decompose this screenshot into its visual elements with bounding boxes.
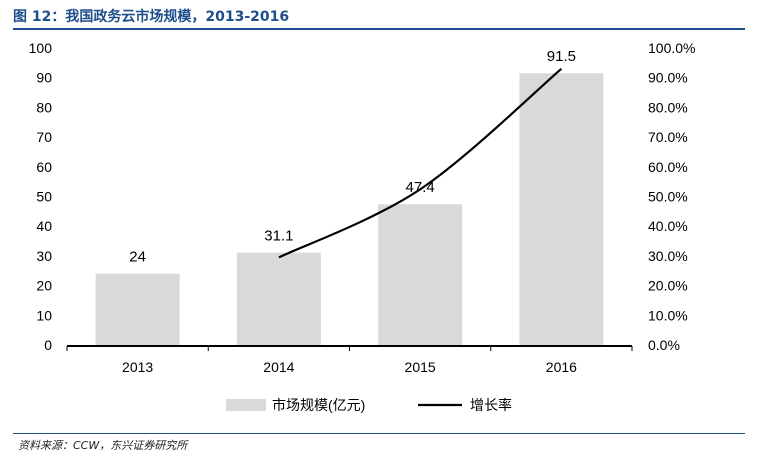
legend-label-bar: 市场规模(亿元) xyxy=(272,397,365,413)
bar-2013 xyxy=(95,273,180,345)
bar-series xyxy=(95,73,604,346)
bar-label-2016: 91.5 xyxy=(547,48,576,65)
x-axis: 2013 2014 2015 2016 xyxy=(66,346,633,375)
y-left-tick: 90 xyxy=(36,70,52,86)
y-right-tick: 50.0% xyxy=(648,189,688,205)
y-right-tick: 30.0% xyxy=(648,248,688,264)
source-note: 资料来源：CCW，东兴证券研究所 xyxy=(18,439,188,452)
x-tick-label: 2014 xyxy=(263,359,294,375)
y-left-tick: 80 xyxy=(36,99,52,115)
y-right-tick: 100.0% xyxy=(648,40,695,56)
y-right-tick: 20.0% xyxy=(648,278,688,294)
y-left-tick: 60 xyxy=(36,159,52,175)
figure-title: 图 12：我国政务云市场规模，2013-2016 xyxy=(13,9,290,25)
y-left-tick: 40 xyxy=(36,218,52,234)
growth-rate-line xyxy=(278,67,563,259)
x-tick-label: 2015 xyxy=(405,359,436,375)
legend-swatch-bar xyxy=(226,399,266,411)
y-right-axis: 0.0% 10.0% 20.0% 30.0% 40.0% 50.0% 60.0% 70.0% 8… xyxy=(648,40,695,353)
y-right-tick: 40.0% xyxy=(648,218,688,234)
bar-label-2013: 24 xyxy=(129,249,146,266)
bar-2014 xyxy=(236,252,321,345)
y-right-tick: 60.0% xyxy=(648,159,688,175)
legend-label-line: 增长率 xyxy=(470,397,512,413)
y-right-tick: 10.0% xyxy=(648,307,688,323)
x-tick-label: 2013 xyxy=(122,359,153,375)
y-right-tick: 70.0% xyxy=(648,129,688,145)
y-left-tick: 50 xyxy=(36,189,52,205)
source-rule xyxy=(13,433,745,434)
bar-label-2014: 31.1 xyxy=(264,228,293,245)
y-left-tick: 20 xyxy=(36,278,52,294)
y-right-tick: 0.0% xyxy=(648,337,680,353)
y-right-tick: 80.0% xyxy=(648,99,688,115)
bar-2016 xyxy=(519,73,604,346)
y-left-tick: 70 xyxy=(36,129,52,145)
y-left-tick: 100 xyxy=(29,40,53,56)
y-left-tick: 10 xyxy=(36,307,52,323)
title-rule xyxy=(13,28,745,30)
y-left-tick: 0 xyxy=(44,337,52,353)
y-left-tick: 30 xyxy=(36,248,52,264)
bar-2015 xyxy=(378,204,463,345)
y-left-axis: 0 10 20 30 40 50 60 70 80 90 100 xyxy=(29,40,53,353)
y-right-tick: 90.0% xyxy=(648,70,688,86)
legend: 市场规模(亿元) 增长率 xyxy=(226,397,512,413)
x-tick-label: 2016 xyxy=(546,359,577,375)
